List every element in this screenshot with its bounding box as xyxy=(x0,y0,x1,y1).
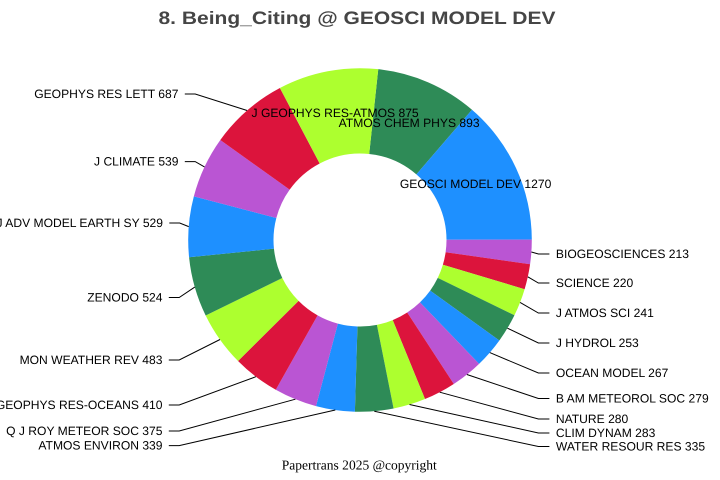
svg-text:MON WEATHER REV 483: MON WEATHER REV 483 xyxy=(20,353,163,367)
svg-text:Papertrans 2025 @copyright: Papertrans 2025 @copyright xyxy=(282,457,437,472)
svg-text:J GEOPHYS RES-ATMOS 875: J GEOPHYS RES-ATMOS 875 xyxy=(252,106,419,120)
svg-text:NATURE 280: NATURE 280 xyxy=(556,412,629,426)
svg-text:GEOSCI MODEL DEV 1270: GEOSCI MODEL DEV 1270 xyxy=(400,177,552,191)
svg-text:J ATMOS SCI 241: J ATMOS SCI 241 xyxy=(556,306,654,320)
svg-text:GEOPHYS RES LETT 687: GEOPHYS RES LETT 687 xyxy=(34,87,179,101)
svg-text:WATER RESOUR RES 335: WATER RESOUR RES 335 xyxy=(556,439,705,453)
svg-text:8. Being_Citing @ GEOSCI MODEL: 8. Being_Citing @ GEOSCI MODEL DEV xyxy=(159,8,556,28)
svg-text:BIOGEOSCIENCES 213: BIOGEOSCIENCES 213 xyxy=(556,247,689,261)
svg-text:J CLIMATE 539: J CLIMATE 539 xyxy=(94,155,179,169)
svg-text:GEOPHYS RES-OCEANS 410: GEOPHYS RES-OCEANS 410 xyxy=(0,398,163,412)
svg-text:ATMOS CHEM PHYS 893: ATMOS CHEM PHYS 893 xyxy=(339,116,480,130)
svg-text:CLIM DYNAM 283: CLIM DYNAM 283 xyxy=(556,426,656,440)
svg-text:OCEAN MODEL 267: OCEAN MODEL 267 xyxy=(556,366,669,380)
svg-text:ZENODO 524: ZENODO 524 xyxy=(87,290,163,304)
svg-text:B AM METEOROL SOC 279: B AM METEOROL SOC 279 xyxy=(556,391,709,405)
svg-text:J HYDROL 253: J HYDROL 253 xyxy=(556,336,639,350)
svg-text:J ADV MODEL EARTH SY 529: J ADV MODEL EARTH SY 529 xyxy=(0,216,163,230)
svg-text:Q J ROY METEOR SOC 375: Q J ROY METEOR SOC 375 xyxy=(6,424,163,438)
svg-text:SCIENCE 220: SCIENCE 220 xyxy=(556,276,634,290)
svg-text:ATMOS ENVIRON 339: ATMOS ENVIRON 339 xyxy=(38,439,162,453)
